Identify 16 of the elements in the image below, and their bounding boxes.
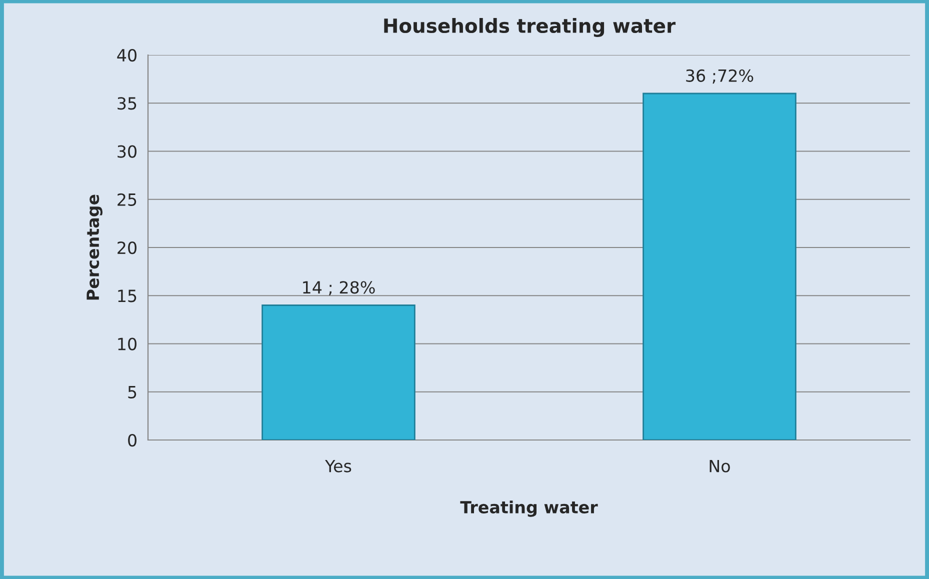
y-tick-label: 15: [118, 290, 136, 302]
x-tick-label: Yes: [325, 460, 352, 472]
x-axis-title: Treating water: [460, 500, 598, 517]
x-tick-label: No: [710, 460, 730, 472]
data-label: 14 ; 28%: [303, 281, 375, 296]
y-tick-label: 20: [118, 241, 136, 254]
y-tick-label: 40: [117, 48, 136, 62]
y-tick-label: 30: [118, 145, 136, 158]
chart-title: Households treating water: [384, 18, 676, 37]
y-tick-label: 35: [118, 97, 136, 110]
y-tick-label: 0: [128, 434, 136, 447]
y-tick-label: 10: [118, 338, 136, 350]
data-label: 36 ;72%: [686, 69, 754, 84]
y-tick-label: 25: [118, 193, 136, 206]
y-axis-title: Percentage: [86, 194, 102, 300]
y-tick-label: 5: [128, 386, 136, 398]
